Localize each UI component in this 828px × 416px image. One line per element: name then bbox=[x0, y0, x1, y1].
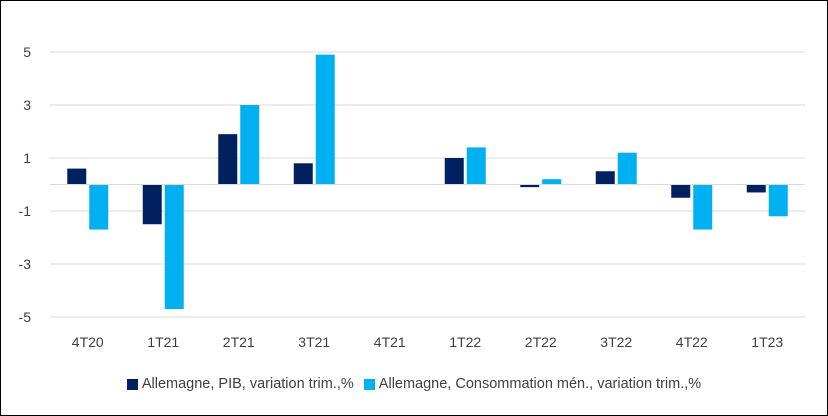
legend-swatch-pib bbox=[126, 378, 138, 390]
bar-consommation-1T23 bbox=[768, 184, 788, 217]
bar-consommation-3T21 bbox=[315, 54, 335, 185]
legend-item-consommation: Allemagne, Consommation mén., variation … bbox=[363, 376, 702, 392]
bar-consommation-4T22 bbox=[693, 184, 713, 230]
bar-consommation-2T21 bbox=[240, 105, 260, 185]
bar-consommation-4T20 bbox=[89, 184, 109, 230]
bar-pib-1T21 bbox=[142, 184, 162, 225]
y-tick-label: -5 bbox=[19, 309, 32, 325]
bar-pib-1T22 bbox=[444, 158, 464, 185]
bar-pib-2T22 bbox=[520, 184, 540, 188]
x-tick-label: 4T22 bbox=[676, 334, 708, 350]
y-tick-label: 3 bbox=[23, 97, 31, 113]
bar-consommation-1T22 bbox=[466, 147, 486, 185]
y-tick-label: 5 bbox=[23, 44, 31, 60]
bar-pib-4T20 bbox=[67, 168, 87, 185]
x-tick-label: 2T22 bbox=[525, 334, 557, 350]
bars bbox=[67, 54, 788, 310]
bar-consommation-2T22 bbox=[542, 179, 562, 185]
bar-consommation-1T21 bbox=[164, 184, 184, 310]
bar-pib-1T23 bbox=[746, 184, 766, 193]
bar-pib-2T21 bbox=[218, 134, 238, 185]
x-tick-label: 1T22 bbox=[449, 334, 481, 350]
bar-consommation-3T22 bbox=[617, 152, 637, 185]
x-tick-label: 4T20 bbox=[72, 334, 104, 350]
legend: Allemagne, PIB, variation trim.,% Allema… bbox=[0, 372, 828, 396]
y-tick-label: -3 bbox=[19, 256, 32, 272]
legend-label-pib: Allemagne, PIB, variation trim.,% bbox=[141, 376, 354, 392]
legend-item-pib: Allemagne, PIB, variation trim.,% bbox=[126, 376, 354, 392]
legend-swatch-consommation bbox=[363, 378, 375, 390]
legend-label-consommation: Allemagne, Consommation mén., variation … bbox=[378, 376, 702, 392]
x-tick-label: 2T21 bbox=[223, 334, 255, 350]
x-tick-label: 4T21 bbox=[374, 334, 406, 350]
x-axis-tick-labels: 4T20 1T21 2T21 3T21 4T21 1T22 2T22 3T22 4T22 1T23 bbox=[72, 334, 784, 350]
x-tick-label: 1T23 bbox=[751, 334, 783, 350]
y-tick-label: -1 bbox=[19, 203, 32, 219]
y-tick-label: 1 bbox=[23, 150, 31, 166]
x-tick-label: 3T21 bbox=[298, 334, 330, 350]
x-tick-label: 3T22 bbox=[600, 334, 632, 350]
bar-pib-3T21 bbox=[293, 163, 313, 185]
bar-pib-3T22 bbox=[595, 171, 615, 185]
bar-pib-4T22 bbox=[671, 184, 691, 198]
x-tick-label: 1T21 bbox=[147, 334, 179, 350]
y-axis-tick-labels: 5 3 1 -1 -3 -5 bbox=[19, 44, 32, 325]
